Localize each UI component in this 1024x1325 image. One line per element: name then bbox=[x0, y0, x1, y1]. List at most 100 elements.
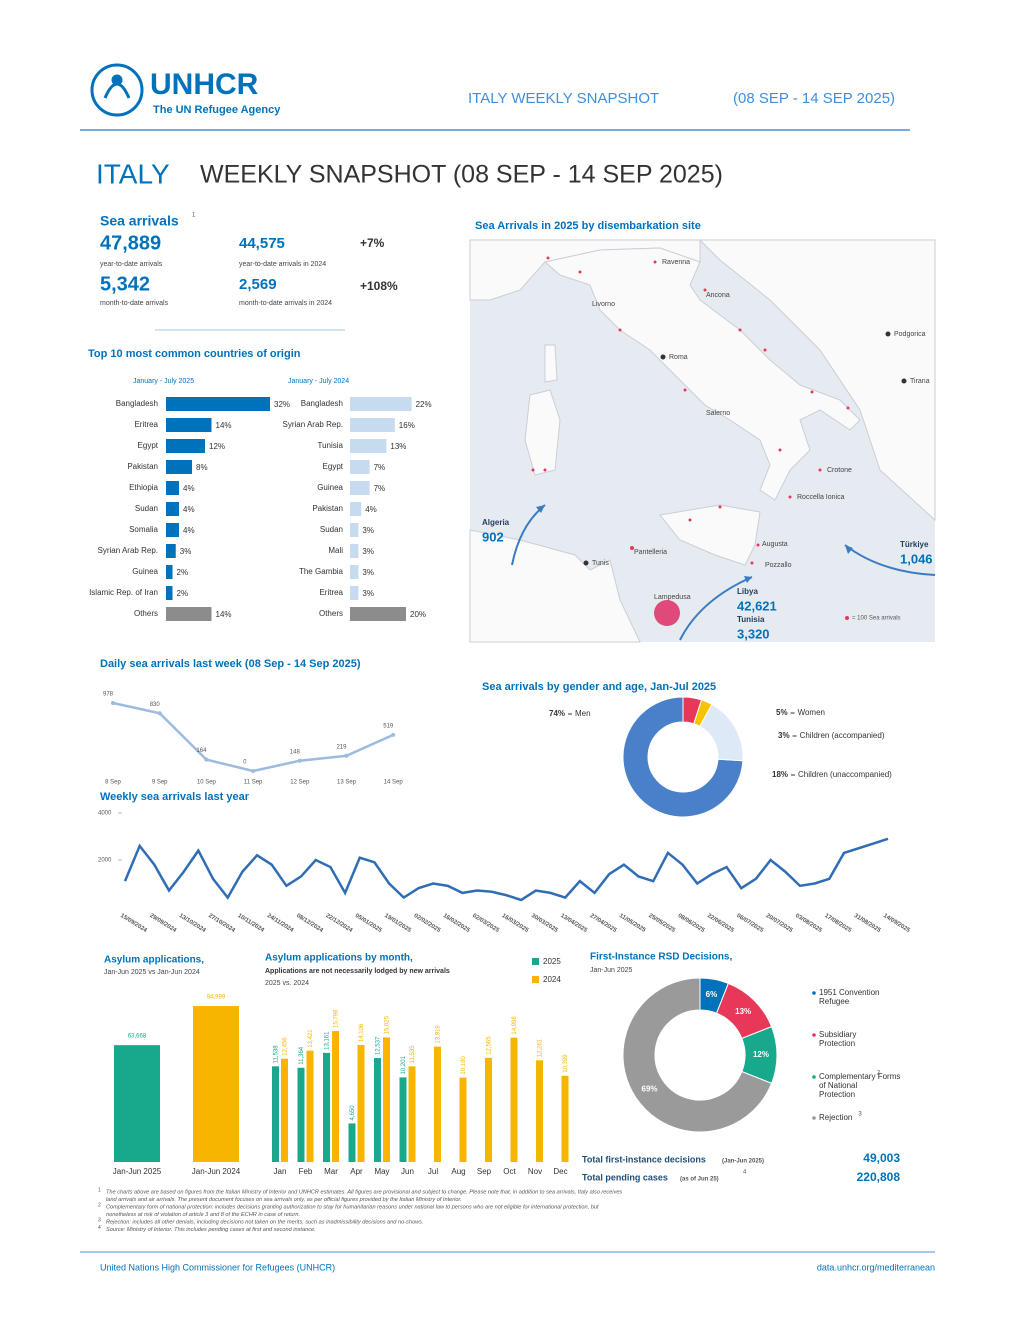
chart-title: First-Instance RSD Decisions, bbox=[590, 952, 732, 963]
bar bbox=[350, 397, 412, 411]
category-label: Others bbox=[319, 609, 343, 618]
place-label: Tirana bbox=[910, 378, 930, 385]
x-tick-label: 16/03/2025 bbox=[501, 913, 530, 934]
value-label: 69% bbox=[642, 1084, 658, 1093]
bar bbox=[323, 1052, 330, 1162]
category-label: Somalia bbox=[129, 525, 158, 534]
legend-value: 3% bbox=[778, 731, 790, 740]
chart-subtitle: Jan-Jun 2025 bbox=[590, 967, 633, 974]
legend-label: 2024 bbox=[543, 975, 561, 984]
x-tick-label: 13 Sep bbox=[337, 780, 357, 786]
place-label: Salerno bbox=[706, 410, 730, 417]
bar bbox=[166, 586, 173, 600]
x-tick-label: 27/04/2025 bbox=[589, 913, 618, 934]
x-tick-label: 22/06/2025 bbox=[706, 913, 735, 934]
value-label: 11,538 bbox=[274, 1045, 280, 1064]
value-label: 830 bbox=[150, 702, 161, 708]
footnote: The charts above are based on figures fr… bbox=[106, 1189, 622, 1195]
y-tick-label: 4000 bbox=[98, 811, 112, 817]
x-tick-label: 10 Sep bbox=[197, 780, 217, 786]
x-tick-label: May bbox=[374, 1167, 389, 1176]
x-tick-label: 9 Sep bbox=[152, 780, 168, 786]
y-tick-label: 2000 bbox=[98, 858, 112, 864]
total-label: Total pending cases bbox=[582, 1172, 668, 1182]
value-label: 219 bbox=[337, 744, 348, 750]
bar bbox=[166, 607, 212, 621]
logo-tagline: The UN Refugee Agency bbox=[153, 104, 281, 116]
category-label: The Gambia bbox=[299, 567, 344, 576]
footnote: Complementary form of national protectio… bbox=[106, 1204, 599, 1210]
x-tick-label: Jan-Jun 2025 bbox=[113, 1167, 162, 1176]
bar bbox=[166, 397, 270, 411]
value-label: 3% bbox=[362, 547, 374, 556]
logo-emblem bbox=[90, 63, 144, 117]
x-tick-label: 14/09/2025 bbox=[882, 913, 911, 934]
total-period: (Jan-Jun 2025) bbox=[722, 1159, 764, 1165]
place-label: Crotone bbox=[827, 467, 852, 474]
legend-label: 2025 bbox=[543, 957, 561, 966]
bar bbox=[166, 460, 192, 474]
x-tick-label: 24/11/2024 bbox=[266, 913, 295, 934]
value-label: 10,201 bbox=[401, 1055, 407, 1074]
legend-label: Men bbox=[575, 709, 591, 718]
value-label: 8% bbox=[196, 463, 208, 472]
title-country: ITALY bbox=[96, 158, 170, 189]
total-value: 49,003 bbox=[863, 1151, 900, 1165]
bar bbox=[332, 1031, 339, 1162]
value-label: 22% bbox=[416, 400, 432, 409]
x-tick-label: Sep bbox=[477, 1167, 492, 1176]
bar bbox=[561, 1075, 569, 1162]
value-label: 14,106 bbox=[359, 1023, 365, 1042]
category-label: Mali bbox=[328, 546, 343, 555]
line bbox=[123, 837, 889, 902]
point bbox=[391, 732, 396, 737]
chart-subtitle: January - July 2024 bbox=[288, 378, 349, 385]
donut-slice bbox=[699, 703, 744, 762]
x-tick-label: 08/12/2024 bbox=[295, 913, 324, 934]
chart-subtitle: 2025 vs. 2024 bbox=[265, 980, 309, 987]
bar bbox=[114, 1045, 160, 1162]
value-label: 4% bbox=[183, 484, 195, 493]
value-label: 16% bbox=[399, 421, 415, 430]
chart-title: Top 10 most common countries of origin bbox=[88, 348, 301, 360]
donut-slice bbox=[622, 977, 773, 1133]
bar bbox=[166, 418, 212, 432]
category-label: Syrian Arab Rep. bbox=[98, 546, 158, 555]
x-tick-label: Mar bbox=[324, 1167, 338, 1176]
bar bbox=[350, 565, 359, 579]
x-tick-label: 30/03/2025 bbox=[530, 913, 559, 934]
place-label: Augusta bbox=[762, 541, 788, 548]
x-tick-label: 11 Sep bbox=[244, 780, 263, 786]
category-label: Eritrea bbox=[319, 588, 343, 597]
point bbox=[157, 711, 162, 716]
bar bbox=[350, 439, 387, 453]
bar bbox=[434, 1046, 441, 1162]
header-section: ITALY WEEKLY SNAPSHOT bbox=[468, 90, 659, 107]
section-title: Sea Arrivals in 2025 by disembarkation s… bbox=[475, 220, 701, 232]
value-label: 2% bbox=[177, 568, 189, 577]
footer-left: United Nations High Commissioner for Ref… bbox=[100, 1262, 335, 1272]
line bbox=[112, 701, 394, 773]
flow-origin: Tunisia bbox=[737, 615, 765, 624]
x-tick-label: Feb bbox=[299, 1167, 313, 1176]
value-label: 7% bbox=[374, 484, 386, 493]
x-tick-label: Jan-Jun 2024 bbox=[192, 1167, 241, 1176]
category-label: Guinea bbox=[132, 567, 158, 576]
flow-origin: Algeria bbox=[482, 518, 510, 527]
place-label: Pozzallo bbox=[765, 562, 792, 569]
value-label: 13,161 bbox=[325, 1031, 331, 1050]
flow-value: 3,320 bbox=[737, 626, 770, 641]
footnote-mark: 2 bbox=[98, 1202, 101, 1208]
value-label: 12% bbox=[753, 1050, 769, 1059]
legend-label: Women bbox=[798, 708, 825, 717]
bar bbox=[297, 1067, 305, 1162]
legend-marker bbox=[812, 1033, 816, 1037]
footnote-mark: 1 bbox=[98, 1187, 101, 1193]
value-label: 13,421 bbox=[308, 1029, 314, 1048]
x-tick-label: 02/03/2025 bbox=[471, 913, 500, 934]
place-label: Tunis bbox=[592, 560, 609, 567]
place-label: Ravenna bbox=[662, 259, 690, 266]
category-label: Ethiopia bbox=[129, 483, 158, 492]
bar bbox=[166, 502, 179, 516]
